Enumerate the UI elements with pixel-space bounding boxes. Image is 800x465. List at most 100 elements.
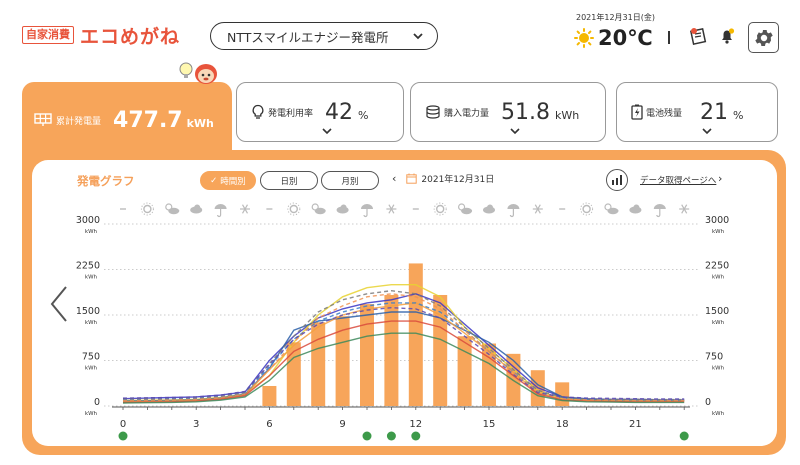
stat-battery-level[interactable]: 電池残量 21 % [616, 82, 778, 142]
y-unit-right: kWh [712, 411, 725, 417]
chevron-down-icon [510, 128, 520, 135]
weather-snow-icon [534, 204, 541, 214]
previous-arrow[interactable] [48, 284, 70, 324]
mascot-illustration [179, 62, 217, 84]
bar-hour-8 [311, 322, 326, 406]
chevron-down-icon [322, 128, 332, 135]
app-logo[interactable]: 自家消費 エコめがね [22, 22, 180, 48]
series-line-6 [122, 332, 685, 404]
weather-cloud-top [633, 204, 640, 211]
weather-sun-rays [580, 202, 594, 216]
stat-generation-unit: kWh [186, 116, 214, 130]
header-date: 2021年12月31日(金) [576, 13, 655, 22]
weather-umbrella-handle [509, 209, 514, 218]
y-tick-label-left: 2250 [76, 261, 100, 272]
bar-hour-12 [408, 263, 423, 406]
logo-text: エコめがね [80, 25, 181, 48]
series-line-8 [122, 302, 685, 401]
tab-hourly[interactable]: ✓ 時間別 [200, 171, 256, 190]
weather-cloud-sun-cloud [607, 207, 619, 215]
weather-sun-icon [289, 204, 298, 214]
x-tick-label: 12 [409, 419, 422, 430]
tab-daily-label: 日別 [280, 176, 298, 187]
site-selector-value: NTTスマイルエナジー発電所 [227, 29, 389, 45]
weather-umbrella-handle [656, 209, 661, 218]
chevron-right-icon[interactable]: › [718, 172, 723, 185]
weather-umbrella-handle [217, 209, 222, 218]
graph-title: 発電グラフ [77, 174, 135, 188]
series-line-4 [122, 302, 685, 403]
stat-self-use-rate-value: 42 [325, 99, 354, 125]
weather-umbrella-icon [653, 204, 666, 209]
bar-chart-icon [612, 175, 622, 185]
weather-cloud-sun-cloud [168, 207, 180, 215]
data-download-link[interactable]: データ取得ページへ [640, 176, 717, 186]
weather-cloud-sun-cloud [314, 207, 326, 215]
bell-icon [722, 28, 735, 44]
event-marker-11 [386, 431, 396, 441]
weather-sun-icon [436, 204, 445, 214]
graph-date: 2021年12月31日 [421, 175, 495, 185]
series-line-7 [122, 289, 685, 401]
stat-purchased-power[interactable]: 購入電力量 51.8 kWh [410, 82, 606, 142]
x-tick-label: 3 [193, 419, 199, 430]
stat-generation[interactable]: 累計発電量 477.7 kWh [22, 82, 232, 158]
y-unit-right: kWh [712, 229, 725, 235]
settings-button[interactable] [748, 22, 779, 53]
y-tick-label-right: 750 [705, 352, 723, 363]
y-tick-label-left: 3000 [76, 215, 100, 226]
x-tick-label: 6 [266, 419, 272, 430]
stat-self-use-rate-unit: % [358, 108, 369, 122]
tab-daily[interactable]: 日別 [260, 171, 318, 190]
stat-self-use-rate[interactable]: 発電利用率 42 % [236, 82, 404, 142]
chevron-left-icon[interactable]: ‹ [392, 172, 397, 185]
header-divider [668, 31, 670, 44]
y-unit-left: kWh [85, 366, 98, 372]
x-tick-label: 0 [120, 419, 126, 430]
y-unit-left: kWh [85, 411, 98, 417]
calendar-icon[interactable] [406, 173, 418, 184]
chart-type-toggle[interactable] [606, 169, 628, 191]
report-button[interactable] [687, 25, 709, 47]
bar-hour-6 [262, 385, 277, 406]
series-line-9 [122, 293, 685, 402]
event-marker-10 [362, 431, 372, 441]
weather-cloud-sun-cloud [461, 207, 473, 215]
stat-purchased-power-value: 51.8 [501, 99, 550, 125]
x-tick-label: 9 [339, 419, 345, 430]
site-selector[interactable]: NTTスマイルエナジー発電所 [210, 22, 438, 50]
tab-monthly[interactable]: 月別 [321, 171, 379, 190]
y-tick-label-left: 0 [94, 397, 100, 408]
y-tick-label-left: 750 [82, 352, 100, 363]
stat-generation-label: 累計発電量 [56, 116, 102, 127]
y-unit-right: kWh [712, 366, 725, 372]
bar-hour-9 [335, 316, 350, 406]
stat-purchased-power-label: 購入電力量 [444, 108, 490, 119]
battery-icon [631, 104, 643, 120]
check-icon: ✓ [210, 175, 218, 186]
temperature: 20℃ [598, 26, 653, 50]
event-marker-0 [118, 431, 128, 441]
stat-battery-level-unit: % [733, 108, 744, 122]
weather-sun-rays [433, 202, 447, 216]
y-unit-left: kWh [85, 320, 98, 326]
current-weather: 20℃ [574, 26, 653, 50]
weather-cloud-top [340, 204, 347, 211]
y-tick-label-left: 1500 [76, 306, 100, 317]
x-tick-label: 18 [556, 419, 569, 430]
x-tick-label: 15 [483, 419, 496, 430]
weather-sun-icon [143, 204, 152, 214]
stat-battery-level-label: 電池残量 [646, 108, 683, 119]
date-navigator: ‹ 2021年12月31日 [392, 172, 494, 185]
solar-panel-icon [34, 113, 52, 126]
report-icon [689, 27, 707, 45]
y-tick-label-right: 1500 [705, 306, 729, 317]
stat-self-use-rate-label: 発電利用率 [268, 108, 314, 119]
weather-snow-icon [388, 204, 395, 214]
bar-hour-7 [286, 342, 301, 406]
stat-purchased-power-unit: kWh [555, 108, 580, 122]
bar-hour-13 [433, 294, 448, 406]
event-marker-23 [679, 431, 689, 441]
weather-cloud-top [487, 204, 493, 211]
notification-button[interactable] [716, 25, 738, 47]
